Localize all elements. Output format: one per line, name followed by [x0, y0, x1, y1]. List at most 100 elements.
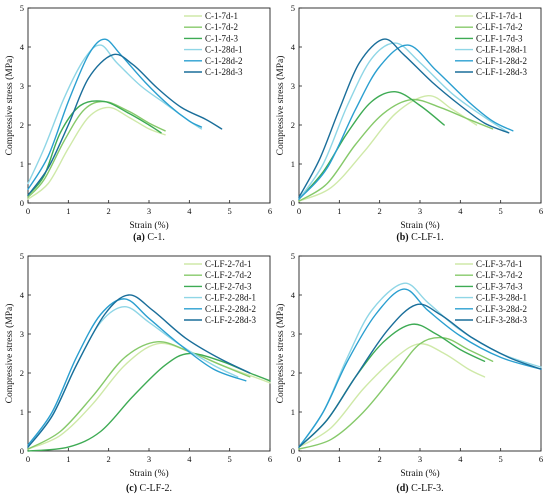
caption-text: C-LF-3.: [409, 483, 444, 494]
legend-entry: C-LF-3-28d-1: [476, 293, 527, 303]
legend-entry: C-LF-3-28d-2: [476, 304, 527, 314]
x-tick-label: 1: [66, 206, 70, 216]
x-tick-label: 5: [228, 454, 232, 464]
y-tick-label: 1: [20, 159, 24, 169]
legend-entry: C-LF-1-28d-3: [476, 67, 527, 77]
caption-letter: (a): [133, 232, 145, 243]
series-line-C-LF-2-7d-1: [27, 342, 271, 450]
x-tick-label: 2: [107, 454, 111, 464]
y-tick-label: 0: [20, 198, 24, 208]
legend-entry: C-LF-2-28d-1: [205, 293, 256, 303]
panel-caption: (b) C-LF-1.: [396, 232, 443, 243]
y-tick-label: 3: [291, 329, 295, 339]
legend-entry: C-LF-1-7d-3: [476, 33, 523, 43]
series-line-C-LF-2-28d-2: [27, 298, 247, 446]
x-tick-label: 0: [26, 454, 30, 464]
caption-text: C-LF-2.: [137, 483, 172, 494]
x-axis-label: Strain (%): [129, 468, 168, 479]
x-tick-label: 6: [539, 454, 543, 464]
x-axis-label: Strain (%): [400, 468, 439, 479]
panels: 0 1 2 3 4 5 6 0 1 2 3 4 5 Strain (%) Compressive stres…: [4, 3, 543, 494]
x-tick-label: 1: [66, 454, 70, 464]
series-line-C-1-7d-1: [27, 106, 166, 200]
y-tick-label: 3: [291, 81, 295, 91]
legend-entry: C-LF-1-28d-1: [476, 45, 527, 55]
y-tick-label: 1: [291, 159, 295, 169]
series-line-C-LF-3-28d-2: [298, 288, 542, 448]
y-tick-label: 4: [291, 290, 296, 300]
legend-entry: C-1-7d-1: [205, 11, 238, 21]
series-line-C-LF-3-7d-1: [298, 343, 486, 448]
chart-panel-2: 0 1 2 3 4 5 6 0 1 2 3 4 5 Strain (%) Compressive stres…: [275, 3, 543, 243]
panel-caption: (c) C-LF-2.: [126, 483, 172, 494]
x-tick-label: 3: [147, 454, 151, 464]
caption-text: C-LF-1.: [409, 232, 444, 243]
y-tick-label: 5: [291, 3, 295, 13]
y-tick-label: 2: [20, 368, 24, 378]
series-line-C-1-28d-2: [27, 38, 203, 190]
legend-entry: C-LF-3-28d-3: [476, 315, 527, 325]
x-tick-label: 5: [228, 206, 232, 216]
legend-entry: C-LF-1-7d-1: [476, 11, 523, 21]
y-tick-label: 5: [20, 3, 24, 13]
series-line-C-1-28d-3: [27, 53, 223, 196]
y-axis-label: Compressive stress (MPa): [4, 304, 15, 404]
x-axis-label: Strain (%): [129, 220, 168, 231]
series-line-C-LF-1-7d-1: [298, 94, 478, 202]
series-line-C-LF-2-7d-2: [27, 341, 251, 450]
x-tick-label: 6: [268, 206, 272, 216]
legend-entry: C-LF-2-28d-2: [205, 304, 256, 314]
legend-entry: C-LF-2-28d-3: [205, 315, 256, 325]
series-line-C-LF-1-28d-3: [298, 38, 510, 198]
x-tick-label: 3: [418, 454, 422, 464]
x-tick-label: 5: [499, 454, 503, 464]
y-tick-label: 2: [291, 368, 295, 378]
y-tick-label: 5: [20, 251, 24, 261]
caption-letter: (d): [396, 483, 408, 494]
legend-entry: C-LF-3-7d-2: [476, 270, 523, 280]
series-line-C-LF-1-7d-2: [298, 98, 494, 202]
x-tick-label: 0: [26, 206, 30, 216]
legend-entry: C-LF-3-7d-1: [476, 259, 523, 269]
x-tick-label: 2: [378, 454, 382, 464]
series-line-C-LF-1-7d-3: [298, 91, 445, 200]
legend-entry: C-LF-2-7d-3: [205, 281, 252, 291]
x-tick-label: 6: [268, 454, 272, 464]
y-tick-label: 3: [20, 329, 24, 339]
x-tick-label: 0: [297, 206, 301, 216]
y-tick-label: 0: [291, 446, 295, 456]
y-tick-label: 2: [20, 120, 24, 130]
x-tick-label: 5: [499, 206, 503, 216]
x-tick-label: 2: [107, 206, 111, 216]
chart-panel-1: 0 1 2 3 4 5 6 0 1 2 3 4 5 Strain (%) Compressive stres…: [4, 3, 272, 243]
x-tick-label: 6: [539, 206, 543, 216]
series-line-C-LF-2-28d-3: [27, 294, 251, 448]
y-tick-label: 4: [291, 42, 296, 52]
series-line-C-LF-2-7d-3: [27, 352, 271, 452]
caption-letter: (c): [126, 483, 137, 494]
x-tick-label: 4: [187, 454, 192, 464]
legend-entry: C-1-28d-3: [205, 67, 243, 77]
series-line-C-LF-1-28d-1: [298, 42, 510, 200]
x-tick-label: 4: [458, 206, 463, 216]
x-axis-label: Strain (%): [400, 220, 439, 231]
legend-entry: C-1-28d-1: [205, 45, 243, 55]
x-tick-label: 1: [337, 206, 341, 216]
y-tick-label: 4: [20, 290, 25, 300]
legend-entry: C-1-7d-3: [205, 33, 238, 43]
series-line-C-1-28d-1: [27, 44, 203, 185]
panel-caption: (d) C-LF-3.: [396, 483, 443, 494]
x-tick-label: 4: [458, 454, 463, 464]
y-tick-label: 1: [291, 407, 295, 417]
legend-entry: C-1-28d-2: [205, 56, 243, 66]
panel-caption: (a) C-1.: [133, 232, 165, 243]
series-line-C-LF-1-28d-2: [298, 44, 514, 200]
x-tick-label: 1: [337, 454, 341, 464]
y-tick-label: 1: [20, 407, 24, 417]
legend-entry: C-LF-2-7d-2: [205, 270, 252, 280]
y-tick-label: 4: [20, 42, 25, 52]
x-tick-label: 4: [187, 206, 192, 216]
y-tick-label: 5: [291, 251, 295, 261]
x-tick-label: 3: [147, 206, 151, 216]
